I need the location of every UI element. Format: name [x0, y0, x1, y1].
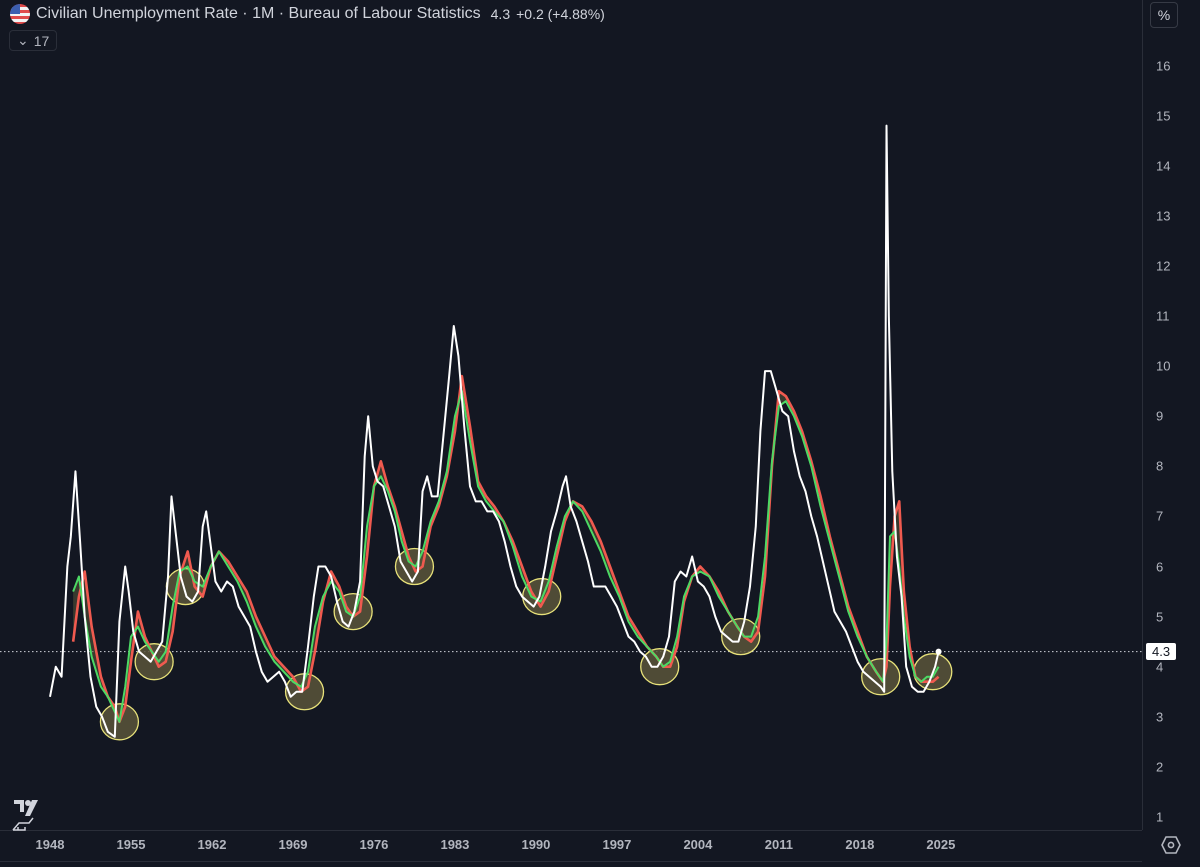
x-tick-label: 1955 — [116, 837, 146, 852]
x-tick-label: 2004 — [683, 837, 713, 852]
last-point-marker — [935, 648, 942, 655]
indicator-count: 17 — [33, 32, 50, 49]
crossover-circle-marker — [134, 643, 174, 681]
y-tick-label: 16 — [1156, 58, 1171, 73]
y-tick-label: 12 — [1156, 258, 1171, 274]
series-legend[interactable]: Civilian Unemployment Rate · 1M · Bureau… — [10, 4, 605, 24]
y-tick-label: 6 — [1156, 559, 1164, 574]
x-tick-label: 2011 — [764, 837, 794, 852]
x-tick-label: 1976 — [359, 837, 389, 852]
fast-ma-line — [72, 390, 940, 723]
collapse-indicators-button[interactable]: ⌄ 17 — [9, 30, 58, 51]
slow-ma-line — [71, 374, 940, 724]
y-tick-label: 7 — [1156, 508, 1164, 524]
last-price-tag: 4.3 — [1146, 643, 1177, 660]
x-tick-label: 1962 — [197, 837, 227, 852]
last-value: 4.3 — [490, 6, 511, 22]
x-tick-label: 1983 — [440, 837, 470, 852]
x-tick-label: 2025 — [926, 837, 956, 852]
price-axis[interactable] — [1142, 0, 1200, 830]
chevron-down-icon: ⌄ — [17, 32, 29, 48]
us-flag-icon — [10, 4, 30, 24]
series-title: Civilian Unemployment Rate · 1M · Bureau… — [36, 5, 481, 22]
y-tick-label: 14 — [1156, 158, 1171, 174]
x-tick-label: 1969 — [278, 837, 308, 852]
y-tick-label: 2 — [1156, 759, 1164, 775]
y-tick-label: 1 — [1156, 809, 1164, 825]
y-tick-label: 11 — [1156, 308, 1170, 324]
y-tick-label: 3 — [1156, 709, 1164, 725]
y-tick-label: 15 — [1156, 108, 1171, 124]
value-change: +0.2 (+4.88%) — [516, 6, 605, 22]
x-tick-label: 1990 — [521, 837, 551, 852]
y-tick-label: 13 — [1156, 208, 1171, 224]
y-tick-label: 10 — [1156, 358, 1171, 374]
y-tick-label: 8 — [1156, 458, 1164, 474]
y-tick-label: 4 — [1156, 659, 1164, 675]
y-tick-label: 5 — [1156, 609, 1164, 625]
settings-icon[interactable] — [1160, 834, 1182, 856]
unemployment-rate-line — [49, 124, 940, 738]
crossover-circle-marker — [640, 648, 680, 686]
x-tick-label: 1948 — [35, 837, 65, 852]
unit-toggle-button[interactable]: % — [1150, 2, 1178, 28]
tradingview-logo-icon[interactable] — [10, 798, 44, 837]
x-tick-label: 2018 — [845, 837, 875, 852]
y-tick-label: 9 — [1156, 408, 1164, 424]
time-axis[interactable] — [0, 830, 1142, 862]
chart-canvas[interactable] — [0, 0, 1142, 830]
x-tick-label: 1997 — [602, 837, 632, 852]
